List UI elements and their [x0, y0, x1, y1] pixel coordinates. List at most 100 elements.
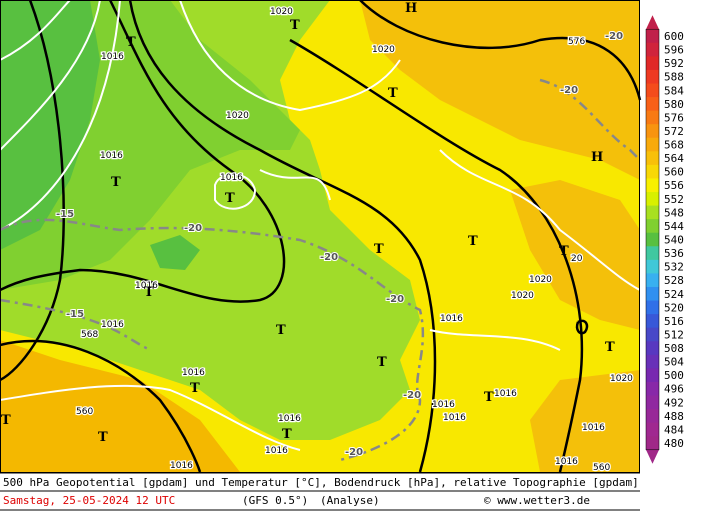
colorbar-label: 548: [664, 206, 684, 219]
colorbar-swatch: [646, 205, 659, 220]
colorbar-label: 596: [664, 44, 684, 57]
map-label: -15: [66, 309, 84, 320]
colorbar-label: 584: [664, 84, 684, 97]
map-label: T: [144, 285, 154, 300]
isotherm: [0, 218, 425, 462]
map-label: 1020: [226, 111, 249, 121]
geopotential-contours: [0, 0, 642, 473]
map-label: T: [377, 355, 387, 370]
map-label: 568: [81, 330, 98, 340]
colorbar-label: 492: [664, 396, 684, 409]
colorbar-swatch: [646, 124, 659, 139]
isobars: [0, 0, 641, 451]
contour: [0, 0, 286, 303]
colorbar-swatch: [646, 368, 659, 383]
colorbar-label: 524: [664, 288, 684, 301]
map-label: 560: [76, 407, 93, 417]
colorbar-label: 564: [664, 152, 684, 165]
map-label: T: [190, 381, 200, 396]
contour: [359, 0, 642, 101]
colorbar-label: 516: [664, 315, 684, 328]
colorbar-label: 576: [664, 111, 684, 124]
map-label: 1016: [278, 414, 301, 424]
colorbar-label: 532: [664, 261, 684, 274]
isobar: [214, 173, 257, 210]
colorbar-label: 556: [664, 179, 684, 192]
colorbar-frame: [645, 28, 660, 451]
colorbar-swatch: [646, 192, 659, 207]
map-label: T: [225, 191, 235, 206]
colorbar-swatch: [646, 219, 659, 234]
colorbar-label: 544: [664, 220, 684, 233]
colorbar-cap: [646, 449, 659, 464]
map-label: 560: [593, 463, 610, 473]
colorbar-swatch: [646, 422, 659, 437]
colorbar-swatch: [646, 341, 659, 356]
colorbar-label: 484: [664, 423, 684, 436]
map-label: 1016: [220, 173, 243, 183]
map-label: 1016: [101, 320, 124, 330]
contour: [128, 0, 437, 473]
dark-green-field: [150, 235, 200, 270]
colorbar-label: 540: [664, 234, 684, 247]
map-label: T: [282, 427, 292, 442]
colorbar-swatch: [646, 300, 659, 315]
map-label: 1016: [494, 389, 517, 399]
colorbar-swatch: [646, 327, 659, 342]
map-label: 1020: [610, 374, 633, 384]
map-label: 1020: [270, 7, 293, 17]
map-label: -20: [320, 252, 338, 263]
map-label: T: [484, 390, 494, 405]
isobar: [179, 0, 401, 112]
colorbar-label: 580: [664, 98, 684, 111]
map-label: H: [405, 1, 417, 16]
orange-field: [360, 0, 640, 180]
isobar: [0, 0, 121, 231]
colorbar-swatch: [646, 259, 659, 274]
contour: [0, 339, 202, 473]
colorbar-label: 480: [664, 437, 684, 450]
isobar: [259, 169, 331, 201]
colorbar-swatch: [646, 178, 659, 193]
temperature-contours: [0, 78, 641, 462]
colorbar-cap: [646, 15, 659, 30]
colorbar-swatch: [646, 69, 659, 84]
map-label: 1016: [182, 368, 205, 378]
map-label: 1016: [265, 446, 288, 456]
footer-description: 500 hPa Geopotential [gpdam] und Tempera…: [3, 476, 639, 489]
map-label: 1020: [511, 291, 534, 301]
map-label: 1016: [582, 423, 605, 433]
footer-date: Samstag, 25-05-2024 12 UTC: [3, 494, 175, 507]
map-label: T: [1, 413, 11, 428]
contour: [289, 38, 584, 473]
map-label: T: [290, 18, 300, 33]
map-label: T: [605, 340, 615, 355]
colorbar-label: 496: [664, 383, 684, 396]
map-label: -20: [560, 85, 578, 96]
colorbar-label: 600: [664, 30, 684, 43]
isobar: [439, 149, 641, 291]
map-label: T: [468, 234, 478, 249]
orange-field: [510, 180, 640, 330]
map-label: T: [111, 175, 121, 190]
colorbar-swatch: [646, 151, 659, 166]
map-label: 1016: [440, 314, 463, 324]
colorbar-label: 508: [664, 342, 684, 355]
colorbar-label: 504: [664, 356, 684, 369]
contour: [575, 319, 589, 335]
map-label: T: [276, 323, 286, 338]
map-label: H: [591, 150, 603, 165]
colorbar-swatch: [646, 246, 659, 261]
map-label: T: [559, 244, 569, 259]
orange-field: [0, 340, 240, 472]
map-label: 1016: [100, 151, 123, 161]
colorbar-swatch: [646, 110, 659, 125]
map-label: 1016: [170, 461, 193, 471]
isotherm: [0, 298, 151, 352]
map-label: -20: [605, 31, 623, 42]
map-label: -20: [403, 390, 421, 401]
footer-credit: © www.wetter3.de: [484, 494, 590, 507]
map-label: 1016: [101, 52, 124, 62]
colorbar-label: 536: [664, 247, 684, 260]
colorbar-label: 592: [664, 57, 684, 70]
